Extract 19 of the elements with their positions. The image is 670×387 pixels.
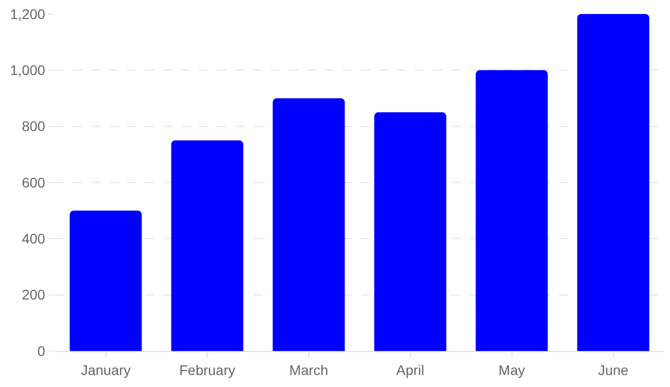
y-tick-label: 200 bbox=[22, 286, 46, 303]
y-tick-label: 800 bbox=[22, 118, 46, 134]
bar bbox=[272, 98, 345, 351]
bar bbox=[70, 210, 142, 351]
bar bbox=[577, 14, 650, 351]
x-tick-label: February bbox=[179, 362, 236, 378]
x-tick-label: June bbox=[598, 362, 629, 378]
y-tick-label: 600 bbox=[22, 174, 46, 190]
y-tick-label: 0 bbox=[37, 342, 46, 359]
x-tick-label: April bbox=[396, 362, 424, 378]
x-tick-label: March bbox=[289, 362, 328, 378]
x-tick-label: January bbox=[80, 362, 131, 378]
bar bbox=[171, 140, 244, 351]
x-tick-label: May bbox=[498, 362, 525, 378]
y-tick-label: 400 bbox=[22, 230, 46, 247]
bar bbox=[374, 112, 446, 351]
y-tick-label: 1,200 bbox=[10, 6, 46, 22]
bar bbox=[476, 70, 548, 351]
y-tick-label: 1,000 bbox=[10, 62, 46, 78]
